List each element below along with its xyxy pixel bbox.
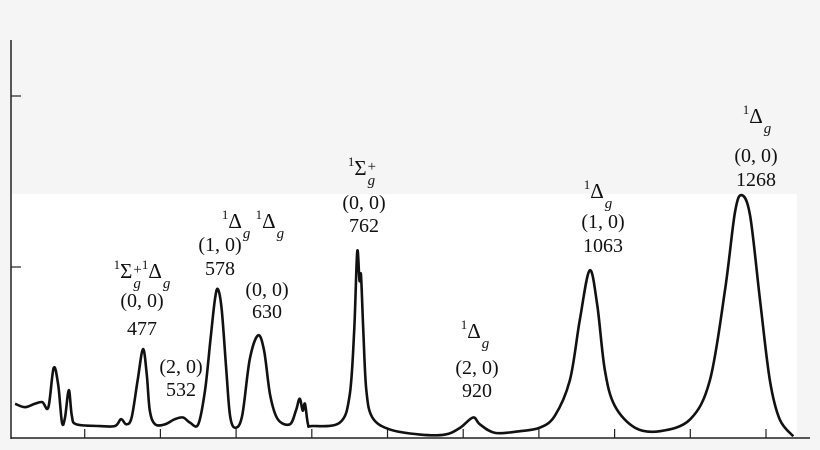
band-label: (0, 0) (734, 145, 778, 167)
wavelength-label: 762 (349, 215, 379, 237)
term-charge: + (133, 262, 142, 278)
multiplicity: 1 (742, 102, 750, 117)
multiplicity: 1 (460, 317, 468, 332)
wavelength-label: 1063 (583, 235, 623, 257)
term-symbol: Δ (467, 319, 481, 343)
term-subscript: g (133, 276, 141, 292)
term-label: 1Σ + g (347, 152, 377, 189)
term-symbol: Δ (148, 259, 162, 283)
term-subscript: g (481, 336, 490, 352)
term-subscript: g (367, 173, 376, 189)
wavelength-label: 920 (462, 380, 492, 402)
spectrum-line (14, 193, 795, 438)
term-subscript: g (604, 196, 613, 212)
multiplicity: 1 (221, 207, 229, 222)
multiplicity: 1 (583, 177, 591, 192)
band-label: (0, 0) (120, 290, 164, 312)
term-symbol: Δ (228, 209, 242, 233)
multiplicity: 1 (113, 257, 121, 272)
multiplicity: 1 (141, 257, 149, 272)
wavelength-label: 630 (252, 301, 282, 323)
term-symbol: Δ (262, 209, 276, 233)
band-label: (1, 0) (198, 234, 242, 256)
term-label: 1Δ g (742, 100, 772, 137)
term-subscript: g (242, 226, 251, 242)
plot-area (11, 194, 797, 438)
term-symbol: Δ (749, 104, 763, 128)
term-label: 1Δ g 1Δ g (221, 205, 285, 242)
multiplicity: 1 (347, 154, 355, 169)
term-subscript: g (162, 276, 171, 292)
term-charge: + (367, 159, 377, 175)
band-label: (0, 0) (245, 279, 289, 301)
band-label: (0, 0) (342, 192, 386, 214)
term-symbol: Δ (590, 179, 604, 203)
term-symbol: Σ (120, 259, 133, 283)
band-label: (2, 0) (159, 356, 203, 378)
term-symbol: Σ (354, 156, 367, 180)
band-label: (2, 0) (455, 357, 499, 379)
term-subscript: g (763, 121, 772, 137)
term-subscript: g (276, 226, 285, 242)
term-label: 1Δ g (460, 315, 490, 352)
wavelength-label: 477 (127, 318, 157, 340)
wavelength-label: 532 (166, 379, 196, 401)
term-label: 1Δ g (583, 175, 613, 212)
wavelength-label: 1268 (736, 169, 776, 191)
term-label: 1Σ + g 1Δ g (113, 255, 171, 292)
multiplicity: 1 (255, 207, 263, 222)
band-label: (1, 0) (581, 211, 625, 233)
wavelength-label: 578 (205, 258, 235, 280)
